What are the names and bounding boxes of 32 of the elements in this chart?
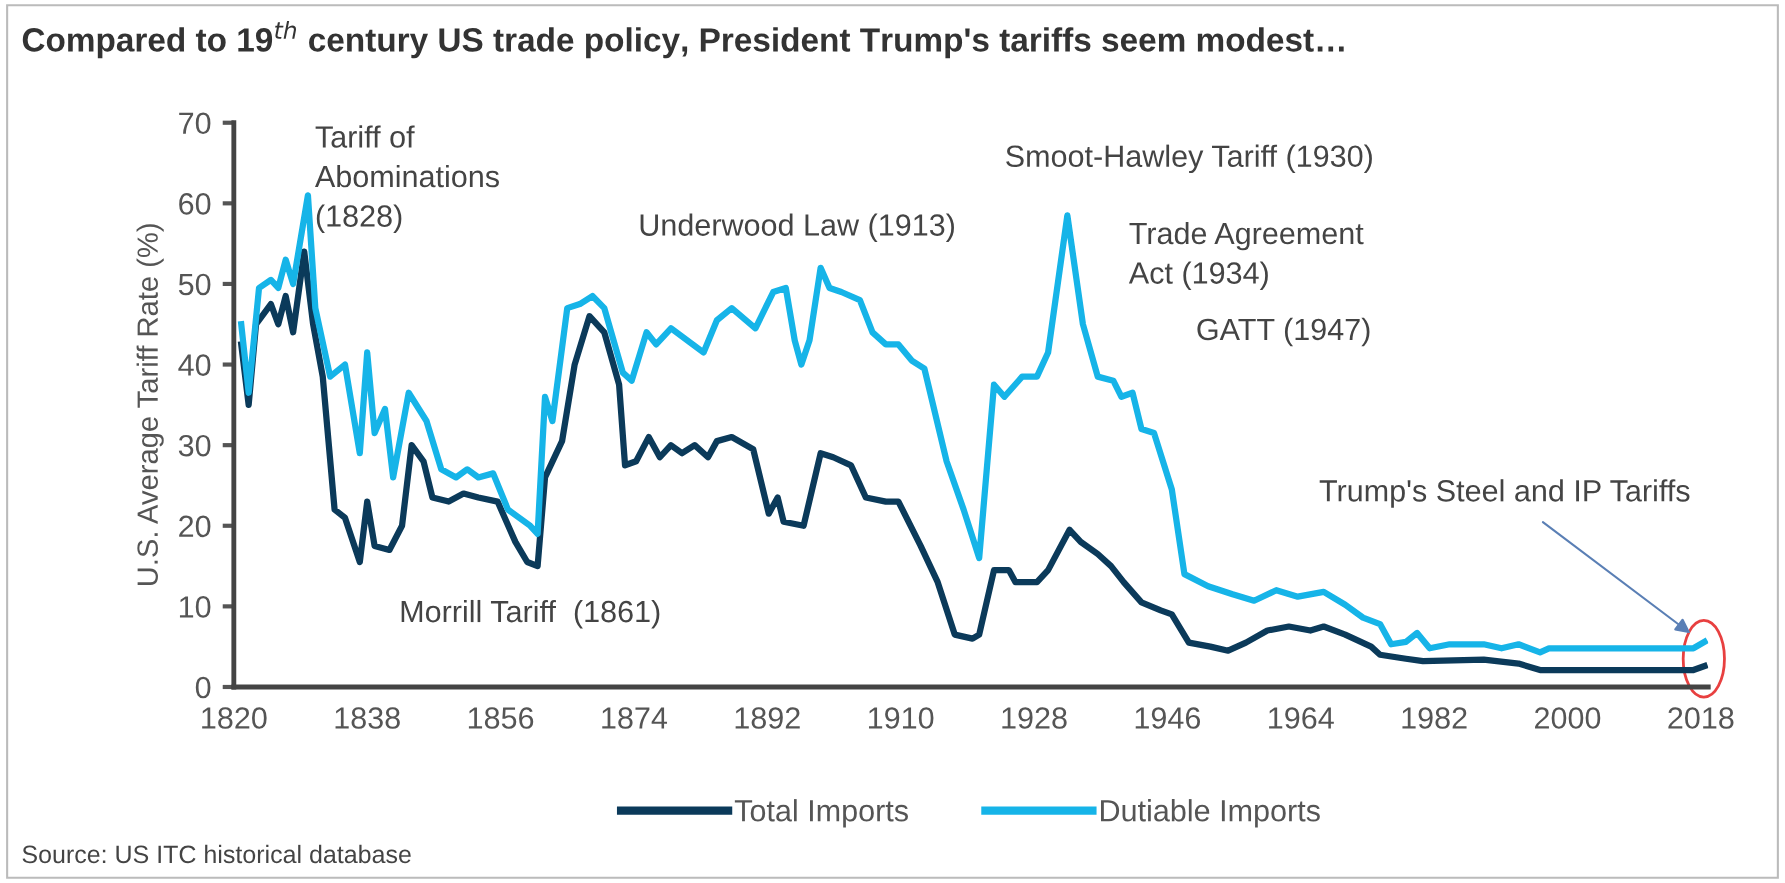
x-tick-label: 1910 [869,707,934,729]
annotation: GATT (1947) [1197,317,1370,347]
x-tick-label: 1874 [602,707,668,729]
x-tick-label: 1946 [1135,707,1201,729]
x-tick-label: 1820 [202,707,267,729]
legend-label: Total Imports [734,799,908,828]
y-axis-title: U.S. Average Tariff Rate (%) [136,224,164,585]
x-tick-label: 1928 [1002,707,1067,729]
legend-label: Dutiable Imports [1101,799,1320,828]
y-tick-label: 40 [178,354,211,376]
x-tick-label: 1982 [1402,707,1467,729]
x-tick-label: 1964 [1269,707,1334,729]
annotation: Tariff of Abominations (1828) [314,125,499,233]
x-tick-label: 2000 [1535,707,1601,729]
y-tick-label: 20 [179,515,211,538]
annotation: Trade Agreement Act (1934) [1128,221,1364,290]
y-tick-label: 0 [195,676,211,699]
y-tick-label: 50 [178,273,211,296]
y-tick-label: 30 [178,434,211,457]
x-tick-label: 1838 [335,707,400,729]
x-tick-label: 1856 [468,707,534,729]
source-note: Source: US ITC historical database [22,844,411,864]
x-tick-label: 1892 [735,707,800,729]
y-tick-label: 60 [179,193,211,215]
annotation: Trump's Steel and IP Tariffs [1319,479,1690,508]
chart-title: Compared to 19$^{th}$ century US trade policy, President Trump's tariffs seem modest… [22,20,1344,59]
y-tick-label: 10 [179,596,211,618]
x-tick-label: 2018 [1668,707,1734,729]
y-tick-label: 70 [179,112,211,135]
annotation: Underwood Law (1913) [640,213,954,242]
annotation: Morrill Tariff (1861) [401,599,660,629]
annotation: Smoot-Hawley Tariff (1930) [1006,144,1372,174]
